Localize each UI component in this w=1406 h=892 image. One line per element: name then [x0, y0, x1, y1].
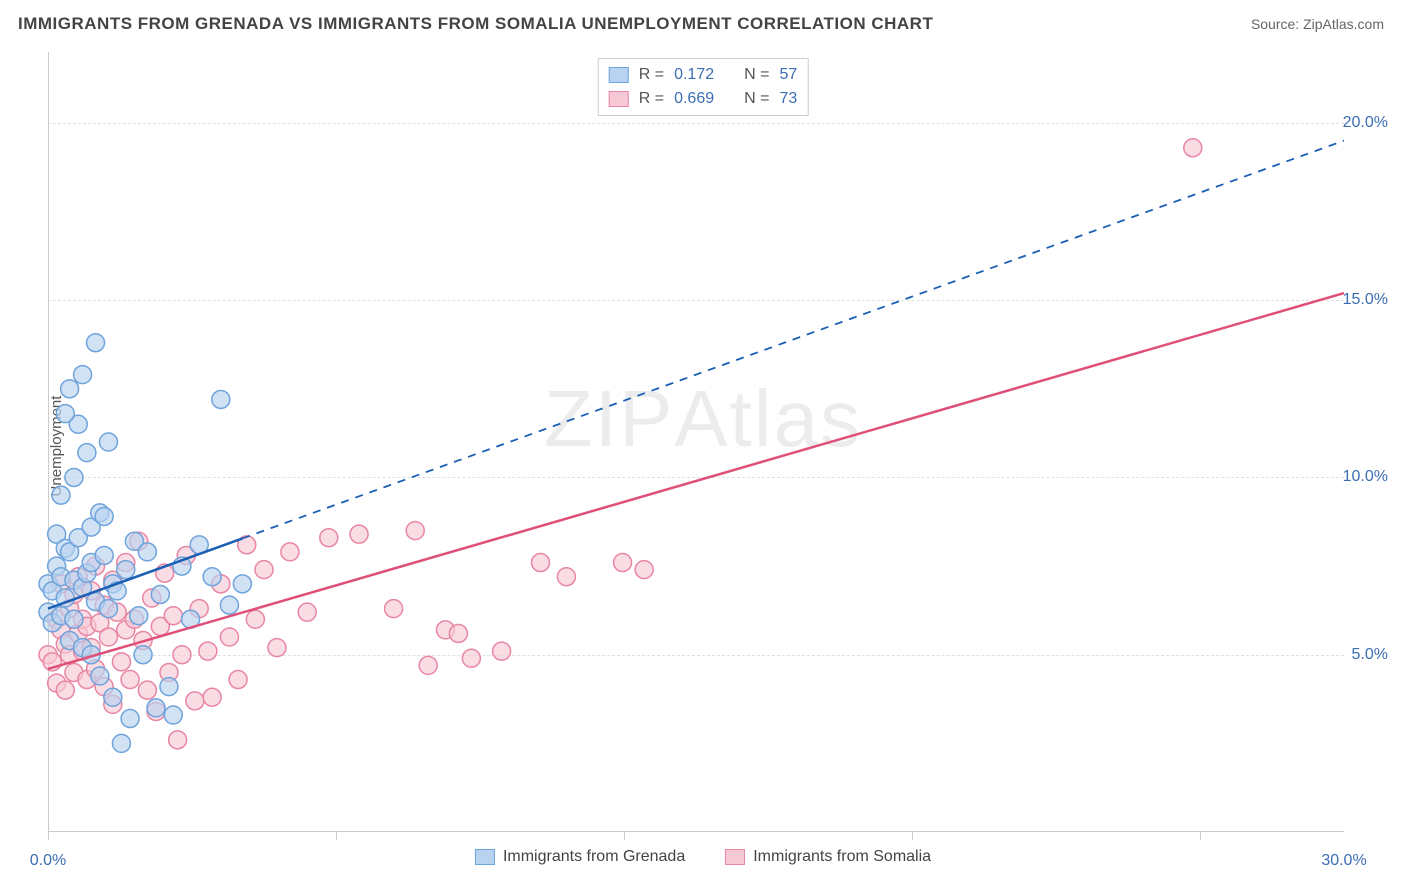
x-tick-label: 0.0% [30, 852, 66, 870]
scatter-point [121, 710, 139, 728]
scatter-point [169, 731, 187, 749]
plot-svg [48, 52, 1344, 832]
trend-line-dashed [242, 141, 1344, 539]
chart-container: IMMIGRANTS FROM GRENADA VS IMMIGRANTS FR… [0, 0, 1406, 892]
swatch-somalia-bottom [725, 849, 745, 865]
legend-row-somalia: R = 0.669 N = 73 [609, 87, 798, 111]
scatter-point [220, 628, 238, 646]
n-value-1: 73 [779, 87, 797, 111]
legend-item-somalia: Immigrants from Somalia [725, 848, 931, 866]
scatter-point [493, 642, 511, 660]
r-label-0: R = [639, 63, 664, 87]
x-tick [1200, 832, 1201, 840]
x-tick [912, 832, 913, 840]
scatter-point [95, 546, 113, 564]
series-legend: Immigrants from Grenada Immigrants from … [475, 848, 931, 866]
scatter-point [281, 543, 299, 561]
scatter-point [56, 405, 74, 423]
scatter-point [1184, 139, 1202, 157]
n-label-1: N = [744, 87, 769, 111]
r-label-1: R = [639, 87, 664, 111]
scatter-point [134, 646, 152, 664]
scatter-point [614, 554, 632, 572]
scatter-point [130, 607, 148, 625]
r-value-0: 0.172 [674, 63, 714, 87]
r-value-1: 0.669 [674, 87, 714, 111]
swatch-grenada-bottom [475, 849, 495, 865]
chart-title: IMMIGRANTS FROM GRENADA VS IMMIGRANTS FR… [18, 14, 933, 34]
scatter-point [56, 681, 74, 699]
scatter-point [229, 671, 247, 689]
scatter-point [65, 610, 83, 628]
scatter-point [173, 646, 191, 664]
scatter-point [61, 380, 79, 398]
scatter-point [164, 607, 182, 625]
correlation-legend: R = 0.172 N = 57 R = 0.669 N = 73 [598, 58, 809, 116]
x-tick [624, 832, 625, 840]
scatter-point [449, 624, 467, 642]
source-attribution: Source: ZipAtlas.com [1251, 16, 1384, 32]
scatter-point [99, 433, 117, 451]
scatter-point [74, 366, 92, 384]
scatter-point [233, 575, 251, 593]
scatter-point [117, 561, 135, 579]
n-label-0: N = [744, 63, 769, 87]
scatter-point [531, 554, 549, 572]
swatch-grenada [609, 67, 629, 83]
scatter-point [385, 600, 403, 618]
scatter-point [203, 568, 221, 586]
source-name: ZipAtlas.com [1303, 16, 1384, 32]
scatter-point [121, 671, 139, 689]
legend-label-somalia: Immigrants from Somalia [753, 848, 931, 866]
scatter-point [104, 688, 122, 706]
x-tick [336, 832, 337, 840]
scatter-point [462, 649, 480, 667]
scatter-point [147, 699, 165, 717]
legend-row-grenada: R = 0.172 N = 57 [609, 63, 798, 87]
scatter-point [99, 600, 117, 618]
scatter-point [350, 525, 368, 543]
scatter-point [557, 568, 575, 586]
scatter-point [160, 678, 178, 696]
scatter-point [138, 543, 156, 561]
scatter-point [112, 653, 130, 671]
scatter-point [112, 734, 130, 752]
scatter-point [268, 639, 286, 657]
scatter-point [186, 692, 204, 710]
trend-line [48, 293, 1344, 669]
y-tick-label: 20.0% [1343, 114, 1388, 132]
scatter-point [406, 522, 424, 540]
scatter-point [99, 628, 117, 646]
y-tick-label: 15.0% [1343, 291, 1388, 309]
scatter-point [419, 656, 437, 674]
scatter-point [199, 642, 217, 660]
source-prefix: Source: [1251, 16, 1303, 32]
scatter-point [151, 585, 169, 603]
n-value-0: 57 [779, 63, 797, 87]
scatter-point [212, 390, 230, 408]
legend-item-grenada: Immigrants from Grenada [475, 848, 685, 866]
scatter-point [65, 468, 83, 486]
scatter-point [164, 706, 182, 724]
scatter-point [95, 507, 113, 525]
scatter-point [78, 444, 96, 462]
swatch-somalia [609, 91, 629, 107]
y-tick-label: 5.0% [1352, 646, 1388, 664]
x-tick-label: 30.0% [1321, 852, 1366, 870]
scatter-point [220, 596, 238, 614]
scatter-point [320, 529, 338, 547]
scatter-point [255, 561, 273, 579]
y-tick-label: 10.0% [1343, 468, 1388, 486]
scatter-point [635, 561, 653, 579]
scatter-point [246, 610, 264, 628]
scatter-point [138, 681, 156, 699]
scatter-point [52, 486, 70, 504]
scatter-point [91, 667, 109, 685]
scatter-point [203, 688, 221, 706]
x-tick [48, 832, 49, 840]
scatter-point [298, 603, 316, 621]
legend-label-grenada: Immigrants from Grenada [503, 848, 685, 866]
scatter-point [87, 334, 105, 352]
